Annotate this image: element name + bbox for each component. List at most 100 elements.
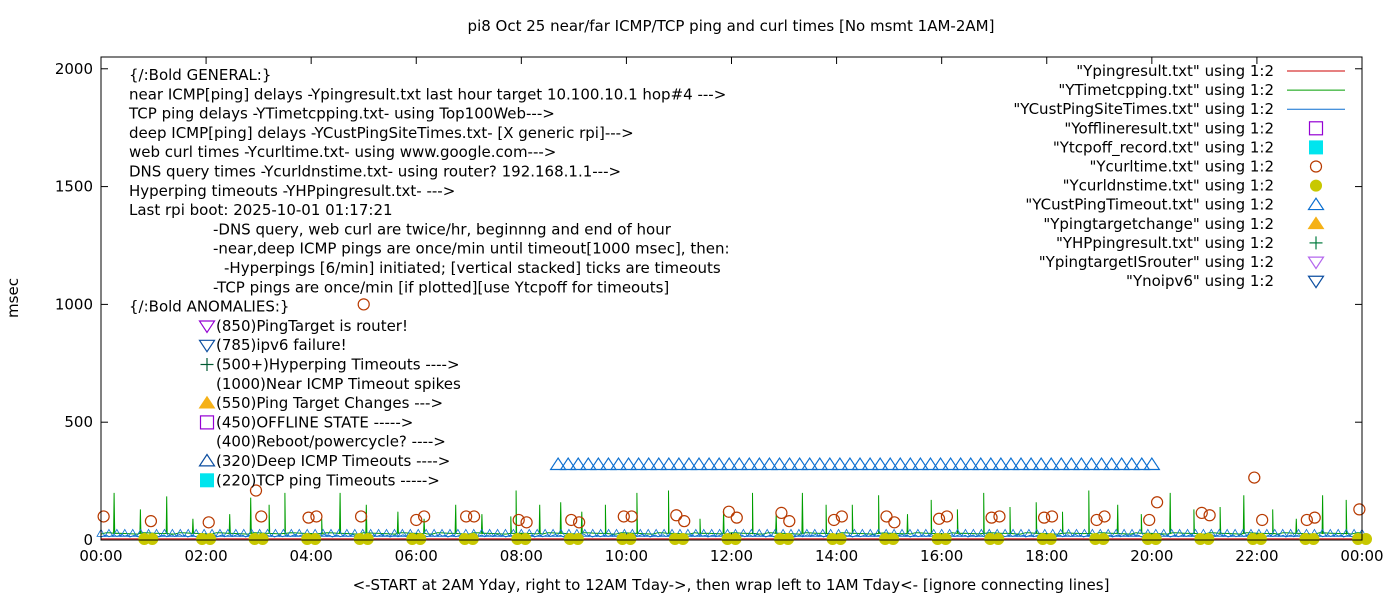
deep-icmp-timeout-marker	[921, 457, 940, 471]
hyperping-timeout-marker	[611, 528, 622, 537]
dns-time-point	[676, 532, 689, 546]
hyperping-timeout-marker	[183, 528, 193, 537]
hyperping-timeout-marker	[691, 528, 701, 537]
dns-time-point	[624, 532, 637, 546]
dns-time-point	[887, 532, 900, 546]
deep-icmp-timeout-marker	[630, 457, 648, 471]
deep-icmp-timeout-marker	[1072, 457, 1091, 471]
anomaly-marker	[198, 339, 216, 353]
curl-time-point	[940, 510, 954, 523]
annotation-line: near ICMP[ping] delays -Ypingresult.txt …	[129, 85, 726, 103]
deep-icmp-timeout-marker	[589, 457, 607, 471]
deep-icmp-timeout-marker	[861, 457, 879, 471]
hyperping-timeout-marker	[746, 528, 757, 537]
x-tick-label: 14:00	[815, 547, 858, 565]
hyperping-timeout-marker	[1262, 528, 1272, 537]
deep-icmp-timeout-marker	[931, 457, 950, 471]
x-tick-label: 08:00	[500, 547, 543, 565]
annotation-line: -Hyperpings [6/min] initiated; [vertical…	[224, 259, 721, 277]
curl-time-point	[880, 510, 893, 523]
deep-icmp-timeout-marker	[710, 457, 728, 471]
hyperping-timeout-marker	[714, 528, 725, 537]
dns-time-point	[1359, 532, 1373, 546]
deep-icmp-timeout-marker	[1012, 457, 1030, 471]
hyperping-timeout-marker	[215, 528, 225, 537]
deep-icmp-timeout-marker	[962, 457, 980, 471]
hyperping-timeout-marker	[453, 528, 463, 537]
deep-icmp-timeout-marker	[972, 457, 990, 471]
hyperping-timeout-marker	[921, 528, 931, 537]
hyperping-timeout-marker	[389, 528, 400, 537]
hyperping-timeout-marker	[794, 528, 804, 537]
hyperping-timeout-marker	[603, 528, 614, 537]
hyperping-timeout-marker	[706, 528, 717, 537]
hyperping-timeout-marker	[1333, 528, 1343, 537]
hyperping-timeout-marker	[818, 528, 828, 537]
x-axis-label: <-START at 2AM Yday, right to 12AM Tday-…	[353, 576, 1110, 594]
series-tcp-line	[100, 490, 1363, 536]
hyperping-timeout-marker	[429, 528, 439, 537]
legend-symbol	[1307, 216, 1325, 230]
plot-frame	[100, 56, 1363, 541]
annotation-line: -near,deep ICMP pings are once/min until…	[213, 240, 730, 258]
legend-symbol	[1307, 197, 1325, 211]
deep-icmp-timeout-marker	[821, 457, 839, 471]
deep-icmp-timeout-marker	[851, 457, 869, 471]
annotation-line: deep ICMP[ping] delays -YCustPingSiteTim…	[129, 124, 634, 142]
dns-time-point	[1307, 532, 1320, 546]
deep-icmp-timeout-marker	[780, 457, 799, 471]
annotation-block: {/:Bold GENERAL:}near ICMP[ping] delays …	[128, 66, 730, 489]
dns-time-point	[1149, 532, 1162, 546]
legend-label: "Ynoipv6" using 1:2	[1126, 272, 1274, 290]
curl-time-point	[775, 506, 788, 520]
x-tick-label: 00:00	[1340, 547, 1383, 565]
curl-time-point	[1308, 511, 1321, 524]
legend: "Ypingresult.txt" using 1:2"YTimetcpping…	[1013, 62, 1345, 290]
dns-time-point	[256, 532, 269, 546]
curl-time-point	[144, 515, 158, 528]
curl-time-point	[573, 516, 586, 529]
x-tick-label: 06:00	[395, 547, 438, 565]
curl-time-point	[1248, 471, 1261, 484]
deep-icmp-timeout-marker	[609, 457, 628, 471]
deep-icmp-timeout-marker	[720, 457, 738, 471]
curl-time-point	[670, 509, 683, 522]
hyperping-timeout-marker	[294, 528, 304, 537]
hyperping-timeout-marker	[762, 528, 772, 537]
hyperping-timeout-marker	[548, 528, 558, 537]
hyperping-timeout-marker	[968, 528, 979, 537]
hyperping-timeout-marker	[500, 528, 511, 537]
annotation-line: Hyperping timeouts -YHPpingresult.txt- -…	[129, 182, 455, 200]
deep-icmp-timeout-marker	[1123, 457, 1141, 471]
hyperping-timeout-marker	[532, 528, 542, 537]
deep-icmp-timeout-marker	[1143, 457, 1161, 471]
hyperping-timeout-marker	[128, 528, 138, 537]
annotation-line: -TCP pings are once/min [if plotted][use…	[213, 278, 669, 296]
deep-icmp-timeout-marker	[901, 457, 919, 471]
x-tick-label: 16:00	[920, 547, 963, 565]
legend-label: "YTimetcpping.txt" using 1:2	[1058, 81, 1274, 99]
anomaly-line: (320)Deep ICMP Timeouts ---->	[216, 452, 450, 470]
hyperping-timeout-marker	[865, 528, 875, 537]
deep-icmp-timeout-marker	[660, 457, 678, 471]
deep-icmp-timeout-marker	[690, 457, 708, 471]
curl-time-point	[993, 510, 1006, 523]
hyperping-timeout-marker	[1079, 528, 1090, 537]
hyperping-timeout-marker	[1111, 528, 1121, 537]
anomaly-line: (500+)Hyperping Timeouts ---->	[216, 356, 460, 374]
hyperping-timeout-marker	[873, 528, 883, 537]
hyperping-timeout-marker	[239, 528, 249, 537]
anomaly-marker	[200, 473, 214, 488]
curl-time-point	[460, 510, 473, 523]
anomaly-marker	[200, 358, 214, 371]
hyperping-timeout-marker	[913, 528, 923, 537]
hyperping-timeout-marker	[1024, 528, 1034, 537]
curl-time-point	[932, 512, 946, 525]
hyperping-timeout-marker	[1238, 528, 1248, 537]
annotation-line: Last rpi boot: 2025-10-01 01:17:21	[129, 201, 393, 219]
hyperping-timeout-marker	[952, 528, 963, 537]
deep-icmp-timeout-marker	[791, 457, 809, 471]
hyperping-timeout-marker	[588, 528, 598, 537]
curl-time-point	[1037, 511, 1051, 524]
deep-icmp-timeout-marker	[549, 457, 567, 471]
